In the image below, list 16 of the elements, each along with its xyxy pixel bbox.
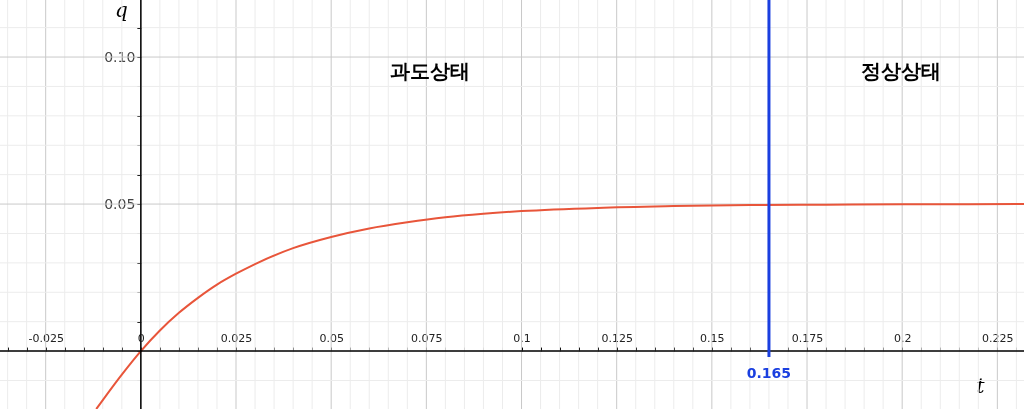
x-tick-label: 0.05 (319, 331, 344, 345)
x-tick-label: 0.15 (700, 331, 725, 345)
y-tick-label: 0.10 (104, 48, 136, 65)
x-tick-label: 0.175 (791, 331, 824, 345)
annotation: 과도상태 (390, 59, 471, 83)
x-tick-label: 0.225 (982, 331, 1014, 345)
y-axis-title: q (114, 0, 128, 22)
x-tick-label: 0.2 (893, 331, 912, 345)
x-tick-label: 0.125 (601, 331, 633, 345)
ref-line-label: 0.165 (746, 365, 792, 382)
x-tick-label: 0.075 (411, 331, 443, 345)
x-tick-label: 0.1 (513, 331, 531, 345)
x-tick-label: 0.025 (220, 331, 253, 345)
x-axis-title: t (976, 373, 986, 398)
annotation: 정상상태 (861, 59, 942, 83)
x-tick-label: -0.025 (28, 331, 64, 345)
